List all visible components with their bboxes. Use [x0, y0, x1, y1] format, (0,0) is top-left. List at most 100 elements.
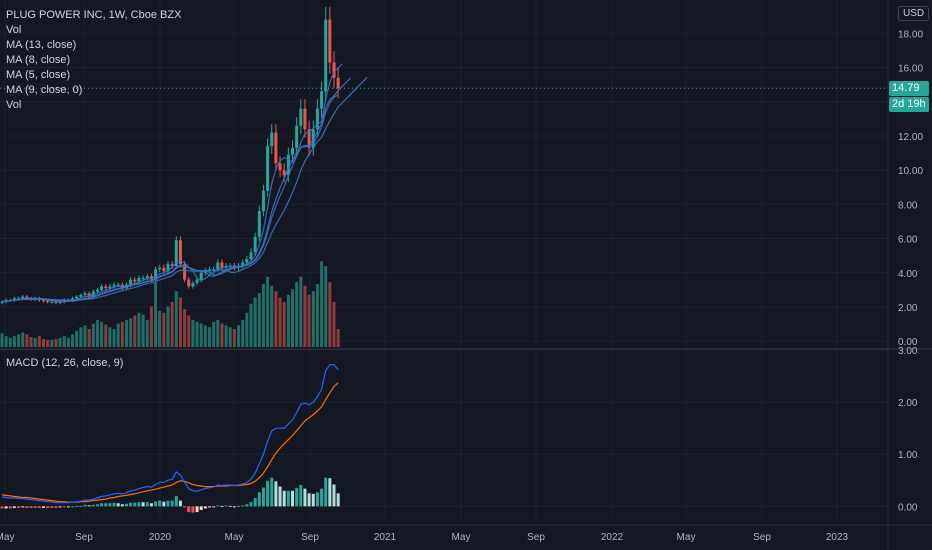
time-tick-label: 2022	[601, 532, 624, 543]
moving-average-lines	[0, 63, 888, 303]
candle-body	[282, 170, 286, 176]
volume-bar	[282, 302, 286, 347]
macd-histogram-bar	[154, 501, 158, 507]
macd-histogram-bar	[112, 502, 116, 507]
macd-histogram-bar	[203, 506, 207, 509]
macd-histogram-bar	[46, 506, 50, 508]
candle-body	[162, 267, 166, 272]
macd-tick-label: 0.00	[898, 502, 918, 513]
volume-bar	[320, 261, 324, 347]
macd-histogram-bar	[282, 490, 286, 507]
macd-histogram-bar	[315, 492, 319, 507]
main-legend: PLUG POWER INC, 1W, Cboe BZX Vol MA (13,…	[6, 8, 181, 113]
macd-histogram-bar	[125, 503, 128, 507]
volume-bar	[149, 306, 153, 347]
candle-body	[166, 264, 170, 272]
macd-histogram-bar	[95, 504, 99, 507]
volume-bar	[91, 323, 95, 347]
price-tick-label: 0.00	[898, 337, 918, 348]
macd-histogram-bar	[220, 505, 224, 507]
macd-histogram-bar	[216, 505, 220, 507]
volume-bar	[241, 320, 245, 347]
macd-histogram-bar	[286, 490, 290, 507]
macd-histogram-bar	[278, 486, 282, 507]
macd-histogram-bar	[158, 500, 162, 507]
macd-histogram-bar	[62, 506, 66, 508]
macd-histogram-bar	[12, 506, 16, 508]
legend-ma9[interactable]: MA (9, close, 0)	[6, 84, 83, 96]
candle-body	[315, 108, 319, 130]
legend-ma13[interactable]: MA (13, close)	[6, 39, 77, 51]
macd-histogram-bar	[232, 506, 236, 508]
volume-bar	[278, 297, 282, 347]
volume-bar	[33, 338, 37, 347]
volume-bar	[112, 329, 116, 347]
legend-vol2[interactable]: Vol	[6, 99, 22, 111]
volume-bar	[42, 338, 45, 347]
macd-histogram-bar	[191, 506, 195, 513]
legend-ma8[interactable]: MA (8, close)	[6, 54, 71, 66]
candle-body	[249, 252, 253, 260]
time-tick-label: Sep	[753, 532, 771, 543]
volume-bar	[295, 282, 299, 347]
candle-body	[71, 298, 75, 301]
volume-bar	[237, 325, 241, 347]
legend-vol[interactable]: Vol	[6, 24, 22, 36]
macd-histogram-bar	[75, 505, 79, 507]
candle-body	[0, 301, 4, 303]
volume-bar	[187, 315, 191, 347]
volume-bar	[58, 338, 62, 347]
candle-body	[178, 240, 182, 265]
volume-bar	[158, 311, 162, 347]
volume-bar	[257, 293, 261, 347]
candle-body	[75, 296, 79, 299]
candle-body	[332, 62, 336, 78]
volume-bar	[21, 332, 25, 347]
volume-bar	[87, 329, 91, 347]
time-tick-label: May	[0, 532, 14, 543]
candle-body	[108, 286, 112, 289]
macd-histogram-bar	[91, 504, 95, 507]
macd-histogram-bar	[187, 506, 191, 513]
macd-tick-label: 1.00	[898, 450, 918, 461]
volume-bar	[299, 276, 303, 347]
macd-histogram-bar	[266, 480, 270, 507]
candle-body	[17, 298, 21, 300]
macd-histogram-bar	[249, 502, 253, 507]
currency-badge[interactable]: USD	[898, 6, 930, 21]
moving-average-line	[1, 63, 343, 303]
candle-body	[12, 298, 16, 301]
volume-bar	[332, 302, 336, 347]
time-tick-label: 2020	[149, 532, 172, 543]
time-tick-label: Sep	[301, 532, 319, 543]
volume-bar	[203, 325, 207, 347]
symbol-title[interactable]: PLUG POWER INC, 1W, Cboe BZX	[6, 9, 182, 21]
candle-body	[46, 300, 50, 302]
volume-bar	[8, 338, 12, 347]
volume-bar	[216, 320, 220, 347]
candle-body	[257, 211, 261, 237]
macd-histogram-bar	[4, 506, 8, 509]
volume-bar	[129, 318, 133, 347]
candle-body	[133, 279, 137, 282]
macd-legend[interactable]: MACD (12, 26, close, 9)	[6, 357, 124, 369]
volume-bar	[174, 291, 178, 347]
candle-body	[149, 276, 153, 280]
macd-line	[1, 364, 339, 504]
volume-bar	[162, 312, 166, 347]
volume-bar	[336, 329, 340, 347]
candle-body	[145, 276, 149, 278]
macd-histogram-bar	[270, 477, 274, 507]
volume-bar	[170, 302, 174, 347]
volume-bar	[261, 284, 265, 347]
legend-ma5[interactable]: MA (5, close)	[6, 69, 71, 81]
candle-body	[336, 77, 340, 89]
candle-body	[112, 284, 116, 287]
volume-bar	[183, 309, 187, 347]
candle-body	[154, 269, 158, 280]
macd-tick-label: 2.00	[898, 398, 918, 409]
macd-histogram-bar	[228, 505, 232, 507]
candle-body	[195, 279, 199, 284]
macd-histogram-bar	[29, 506, 33, 508]
